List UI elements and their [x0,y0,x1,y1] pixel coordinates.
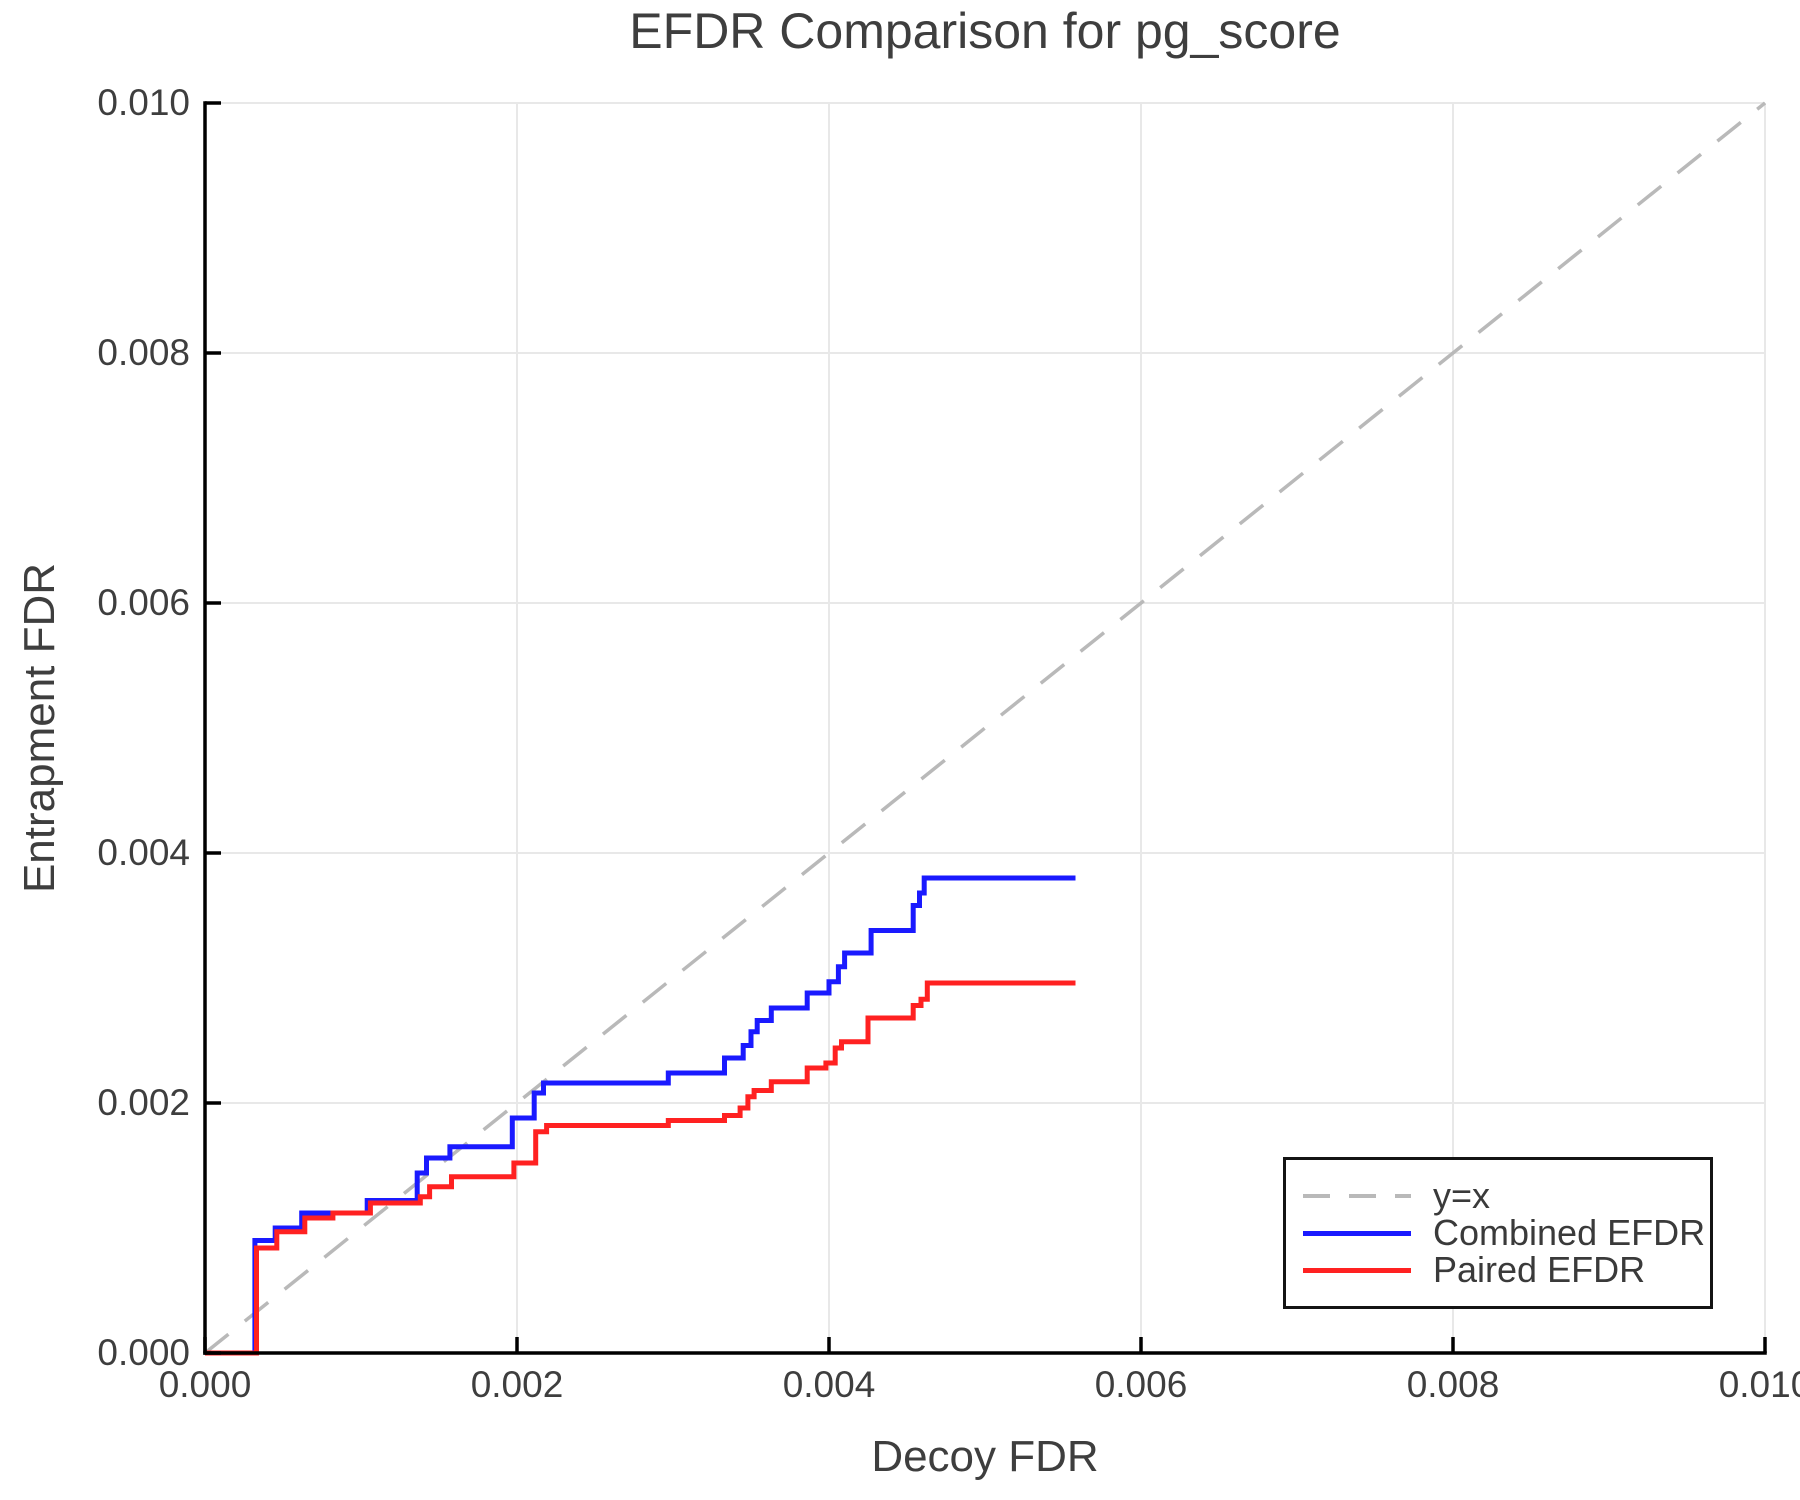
legend-label: Combined EFDR [1433,1212,1706,1253]
y-tick-label: 0.010 [97,82,190,123]
solid-line-sample-icon [1303,1230,1411,1236]
legend-label: y=x [1433,1175,1491,1216]
x-tick-label: 0.006 [1094,1364,1188,1405]
y-axis-label: Entrapment FDR [15,562,64,894]
y-tick-label: 0.006 [97,582,190,623]
x-tick-label: 0.002 [470,1364,564,1405]
dashed-line-sample-icon [1303,1194,1411,1198]
legend-entry-combined: Combined EFDR [1286,1212,1710,1253]
y-tick-label: 0.008 [97,332,190,373]
chart-title: EFDR Comparison for pg_score [629,3,1341,59]
legend-entry-paired: Paired EFDR [1286,1249,1710,1290]
legend-entry-reference: y=x [1286,1175,1710,1216]
series-line-paired-efdr [205,980,1076,1356]
solid-line-sample-icon [1303,1267,1411,1273]
y-tick-label: 0.000 [97,1332,190,1373]
x-tick-label: 0.000 [158,1364,252,1405]
x-tick-label: 0.010 [1718,1364,1800,1405]
legend: y=x Combined EFDR Paired EFDR [1283,1157,1713,1309]
x-tick-label: 0.004 [782,1364,876,1405]
y-tick-label: 0.002 [97,1082,190,1123]
legend-label: Paired EFDR [1433,1249,1646,1290]
x-tick-label: 0.008 [1406,1364,1500,1405]
x-axis-label: Decoy FDR [871,1432,1099,1481]
y-tick-label: 0.004 [97,832,190,873]
series-line-combined-efdr [205,875,1076,1356]
